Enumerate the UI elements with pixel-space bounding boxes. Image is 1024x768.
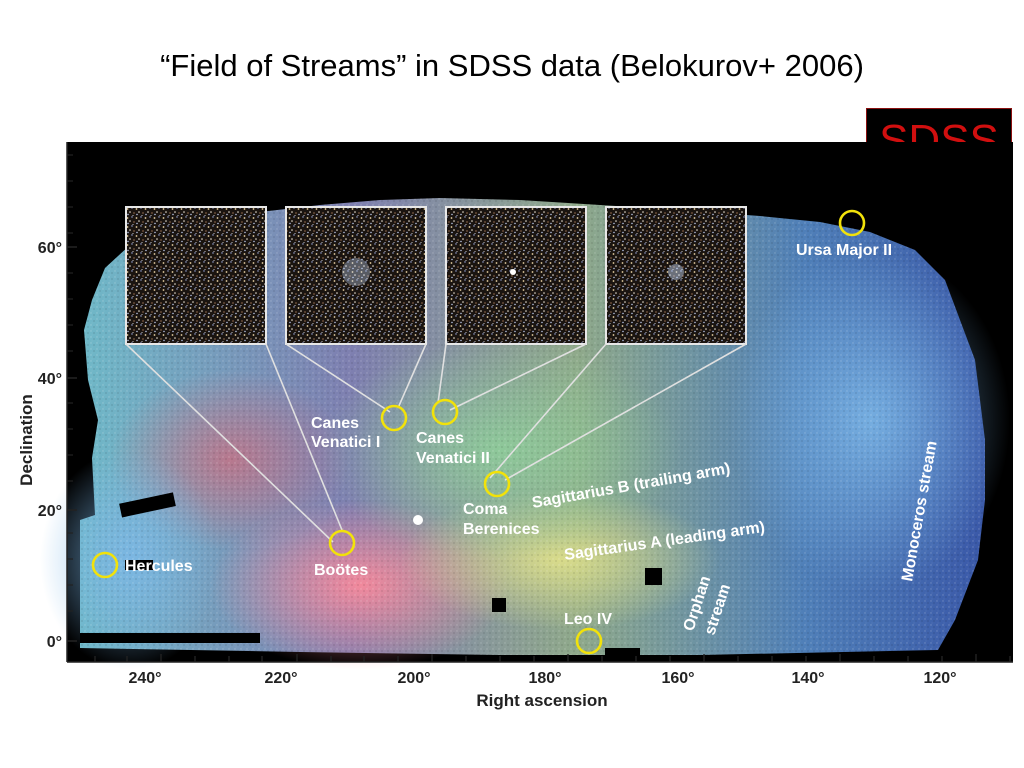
y-axis-title: Declination [17, 394, 36, 486]
ursa-major-ii-marker [838, 209, 866, 237]
x-tick-label: 120° [923, 670, 956, 687]
inset-overdensity [510, 269, 516, 275]
mask-strip [605, 648, 640, 660]
bootes-marker [328, 529, 356, 557]
inset-connector-lines [125, 343, 747, 543]
mask-strip [125, 560, 153, 570]
bootes-label: Boötes [314, 562, 368, 579]
inset-panel [285, 206, 427, 345]
canes-venatici-i-label-line1: Canes [311, 415, 359, 432]
y-minor-ticks [67, 154, 73, 612]
canes-venatici-ii-label-line1: Canes [416, 430, 464, 447]
leo-iv-label: Leo IV [564, 611, 612, 628]
slide-title: “Field of Streams” in SDSS data (Belokur… [160, 48, 864, 83]
canes-venatici-ii-marker [431, 398, 459, 426]
x-tick-label: 160° [661, 670, 694, 687]
y-major-ticks [67, 246, 77, 642]
y-tick-label: 0° [47, 634, 62, 651]
inset-panel [125, 206, 267, 345]
hercules-marker [91, 551, 119, 579]
canes-venatici-ii-label-line2: Venatici II [416, 450, 490, 467]
coma-berenices-marker [483, 470, 511, 498]
inset-panel [605, 206, 747, 345]
mask-square [492, 598, 506, 612]
canes-venatici-i-marker [380, 404, 408, 432]
y-tick-label: 60° [38, 240, 62, 257]
object-circles [91, 209, 866, 655]
y-tick-label: 20° [38, 503, 62, 520]
hercules-label: Hercules [125, 558, 193, 575]
y-tick-label: 40° [38, 371, 62, 388]
x-tick-label: 220° [264, 670, 297, 687]
bright-star [413, 515, 423, 525]
inset-panel [445, 206, 587, 345]
inset-overdensity [342, 258, 370, 286]
x-axis-title: Right ascension [476, 691, 607, 710]
coma-berenices-label-line2: Berenices [463, 521, 540, 538]
leo-iv-marker [575, 627, 603, 655]
mask-strip [80, 633, 260, 643]
coma-berenices-label-line1: Coma [463, 501, 508, 518]
inset-overdensity [668, 264, 684, 280]
x-ticks [94, 654, 1011, 662]
mask-strip [119, 492, 176, 518]
x-tick-label: 240° [128, 670, 161, 687]
x-tick-label: 180° [528, 670, 561, 687]
x-tick-label: 140° [791, 670, 824, 687]
x-tick-label: 200° [397, 670, 430, 687]
ursa-major-ii-label: Ursa Major II [796, 242, 892, 259]
mask-square [645, 568, 662, 585]
canes-venatici-i-label-line2: Venatici I [311, 434, 380, 451]
axes [66, 142, 1013, 663]
